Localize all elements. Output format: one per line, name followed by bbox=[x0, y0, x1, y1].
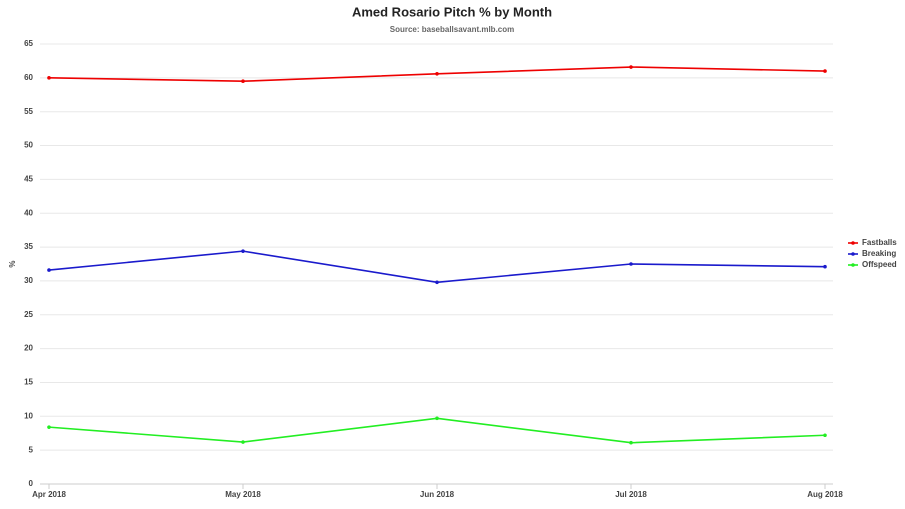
legend-dot bbox=[851, 263, 855, 267]
y-tick-label: 15 bbox=[24, 378, 33, 387]
y-tick-label: 0 bbox=[29, 479, 34, 488]
x-tick-label: Apr 2018 bbox=[32, 490, 66, 499]
point bbox=[629, 65, 633, 69]
point bbox=[241, 79, 245, 84]
y-tick-label: 65 bbox=[24, 39, 33, 48]
chart-title: Amed Rosario Pitch % by Month bbox=[352, 4, 552, 19]
point bbox=[823, 433, 827, 438]
legend-dot bbox=[851, 241, 855, 245]
y-axis-label: % bbox=[8, 260, 17, 267]
y-tick-label: 35 bbox=[24, 242, 33, 251]
legend-label: Breaking bbox=[862, 249, 896, 258]
point bbox=[47, 268, 51, 272]
x-tick-label: Jun 2018 bbox=[420, 490, 455, 499]
point bbox=[629, 440, 633, 445]
point bbox=[241, 440, 245, 444]
series-line bbox=[48, 417, 826, 444]
legend-dot bbox=[851, 252, 855, 256]
y-tick-label: 50 bbox=[24, 141, 33, 150]
y-tick-label: 5 bbox=[29, 445, 34, 454]
y-tick-label: 20 bbox=[24, 344, 33, 353]
point bbox=[241, 249, 245, 253]
y-tick-label: 40 bbox=[24, 208, 33, 217]
x-tick-label: Aug 2018 bbox=[807, 490, 843, 499]
chart-subtitle: Source: baseballsavant.mlb.com bbox=[390, 25, 515, 34]
series-line bbox=[48, 250, 826, 284]
point bbox=[435, 416, 439, 421]
y-tick-label: 60 bbox=[24, 73, 33, 82]
y-tick-label: 10 bbox=[24, 411, 33, 420]
y-tick-label: 25 bbox=[24, 310, 33, 319]
point bbox=[435, 280, 439, 285]
point bbox=[823, 69, 827, 73]
x-tick-label: Jul 2018 bbox=[615, 490, 647, 499]
x-tick-label: May 2018 bbox=[225, 490, 261, 499]
y-tick-label: 45 bbox=[24, 174, 33, 183]
point bbox=[629, 262, 633, 266]
y-tick-label: 30 bbox=[24, 276, 33, 285]
point bbox=[823, 264, 827, 269]
legend-label: Fastballs bbox=[862, 238, 897, 247]
point bbox=[47, 425, 51, 429]
legend-label: Offspeed bbox=[862, 260, 897, 269]
point bbox=[47, 76, 51, 80]
point bbox=[435, 71, 439, 76]
y-tick-label: 55 bbox=[24, 107, 33, 116]
